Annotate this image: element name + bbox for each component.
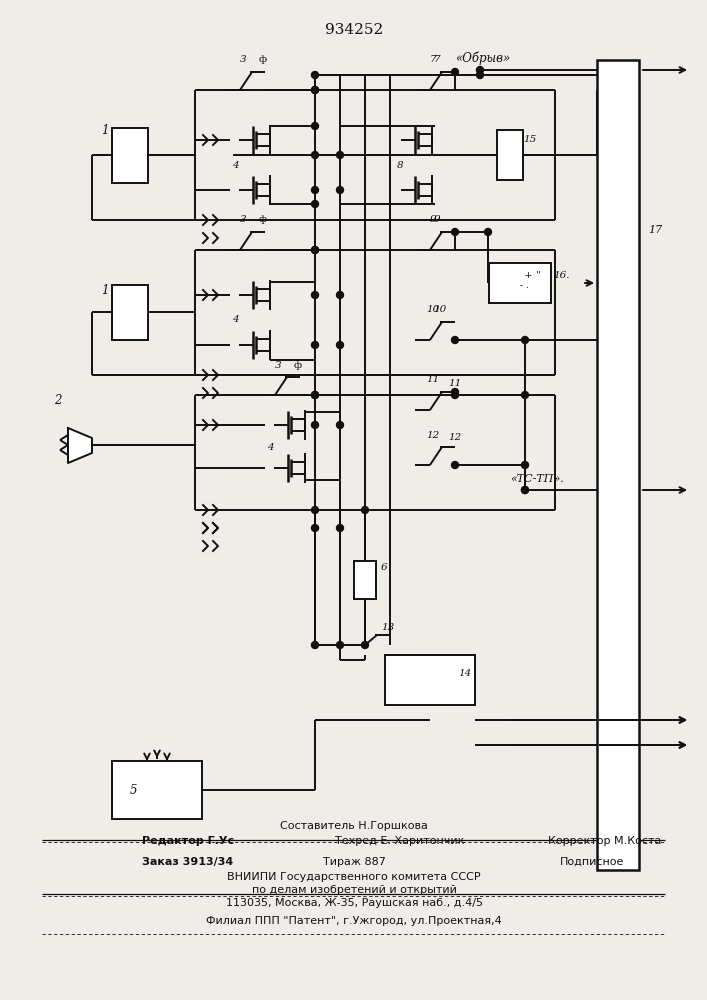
Circle shape bbox=[312, 87, 318, 94]
Text: 4: 4 bbox=[232, 160, 238, 169]
Text: 7: 7 bbox=[433, 55, 440, 64]
Text: Подписное: Подписное bbox=[560, 857, 624, 867]
Text: 16.: 16. bbox=[553, 271, 570, 280]
Text: 8: 8 bbox=[397, 160, 403, 169]
Circle shape bbox=[312, 87, 318, 94]
Circle shape bbox=[312, 391, 318, 398]
Circle shape bbox=[337, 151, 344, 158]
Text: 113035, Москва, Ж-35, Раушская наб., д.4/5: 113035, Москва, Ж-35, Раушская наб., д.4… bbox=[226, 898, 482, 908]
Circle shape bbox=[484, 229, 491, 235]
Circle shape bbox=[312, 246, 318, 253]
Text: 10: 10 bbox=[426, 306, 440, 314]
Circle shape bbox=[312, 292, 318, 298]
Text: Тираж 887: Тираж 887 bbox=[322, 857, 385, 867]
Text: «ТС-ТП».: «ТС-ТП». bbox=[510, 474, 563, 484]
Text: 11: 11 bbox=[426, 375, 440, 384]
Text: 4: 4 bbox=[232, 316, 238, 324]
Text: 3: 3 bbox=[275, 360, 281, 369]
Text: 4: 4 bbox=[267, 442, 274, 452]
Circle shape bbox=[337, 422, 344, 428]
Polygon shape bbox=[68, 428, 92, 463]
Circle shape bbox=[361, 506, 368, 514]
Text: 14: 14 bbox=[458, 668, 472, 678]
Text: «Обрыв»: «Обрыв» bbox=[455, 51, 510, 65]
Circle shape bbox=[522, 487, 529, 493]
Circle shape bbox=[522, 336, 529, 344]
Bar bbox=[489, 263, 551, 303]
Circle shape bbox=[452, 229, 459, 235]
Circle shape bbox=[337, 642, 344, 648]
Text: 5: 5 bbox=[129, 784, 136, 796]
Text: Заказ 3913/34: Заказ 3913/34 bbox=[142, 857, 233, 867]
Text: 9: 9 bbox=[430, 216, 436, 225]
Circle shape bbox=[477, 66, 484, 74]
Circle shape bbox=[452, 68, 459, 76]
Circle shape bbox=[477, 72, 484, 79]
Bar bbox=[354, 561, 376, 599]
Circle shape bbox=[337, 342, 344, 349]
Text: Составитель Н.Горшкова: Составитель Н.Горшкова bbox=[280, 821, 428, 831]
Text: - .: - . bbox=[520, 280, 529, 290]
Text: 1: 1 bbox=[101, 284, 109, 296]
Circle shape bbox=[312, 72, 318, 79]
Circle shape bbox=[361, 642, 368, 648]
Text: + ": + " bbox=[524, 270, 541, 279]
Circle shape bbox=[337, 524, 344, 532]
Text: 7: 7 bbox=[430, 55, 436, 64]
Bar bbox=[112, 761, 202, 819]
Text: Редактор Г.Ус: Редактор Г.Ус bbox=[142, 836, 234, 846]
Bar bbox=[597, 60, 639, 870]
Text: Техред Е. Харитончик: Техред Е. Харитончик bbox=[335, 836, 464, 846]
Circle shape bbox=[312, 642, 318, 648]
Circle shape bbox=[312, 422, 318, 428]
Circle shape bbox=[312, 506, 318, 514]
Text: ВНИИПИ Государственного комитета СССР: ВНИИПИ Государственного комитета СССР bbox=[227, 872, 481, 882]
Text: 1: 1 bbox=[101, 123, 109, 136]
Text: 3: 3 bbox=[240, 216, 246, 225]
Circle shape bbox=[312, 186, 318, 194]
Text: 6: 6 bbox=[380, 564, 387, 572]
Circle shape bbox=[522, 462, 529, 468]
Bar bbox=[385, 655, 475, 705]
Circle shape bbox=[312, 391, 318, 398]
Circle shape bbox=[312, 524, 318, 532]
Text: 3: 3 bbox=[240, 55, 246, 64]
Text: 13: 13 bbox=[381, 624, 395, 633]
Circle shape bbox=[452, 336, 459, 344]
Text: по делам изобретений и открытий: по делам изобретений и открытий bbox=[252, 885, 457, 895]
Text: ф: ф bbox=[294, 360, 302, 369]
Circle shape bbox=[312, 122, 318, 129]
Circle shape bbox=[452, 391, 459, 398]
Circle shape bbox=[337, 292, 344, 298]
Text: 2: 2 bbox=[54, 393, 62, 406]
Bar bbox=[497, 130, 523, 180]
Text: 11: 11 bbox=[448, 378, 462, 387]
Circle shape bbox=[452, 388, 459, 395]
Text: ф: ф bbox=[259, 216, 267, 225]
Circle shape bbox=[337, 186, 344, 194]
Text: 10: 10 bbox=[433, 306, 447, 314]
Text: 12: 12 bbox=[448, 434, 462, 442]
Circle shape bbox=[522, 391, 529, 398]
Circle shape bbox=[452, 462, 459, 468]
Circle shape bbox=[312, 200, 318, 208]
Circle shape bbox=[522, 487, 529, 493]
Circle shape bbox=[312, 246, 318, 253]
Text: 15: 15 bbox=[523, 135, 537, 144]
Text: Корректор М.Коста: Корректор М.Коста bbox=[548, 836, 661, 846]
Text: 934252: 934252 bbox=[325, 23, 383, 37]
Text: 9: 9 bbox=[433, 216, 440, 225]
Bar bbox=[112, 127, 148, 182]
Text: 12: 12 bbox=[426, 430, 440, 440]
Text: ф: ф bbox=[259, 55, 267, 64]
Bar bbox=[112, 284, 148, 340]
Circle shape bbox=[312, 342, 318, 349]
Circle shape bbox=[312, 151, 318, 158]
Text: 17: 17 bbox=[648, 225, 662, 235]
Text: Филиал ППП "Патент", г.Ужгород, ул.Проектная,4: Филиал ППП "Патент", г.Ужгород, ул.Проек… bbox=[206, 916, 502, 926]
